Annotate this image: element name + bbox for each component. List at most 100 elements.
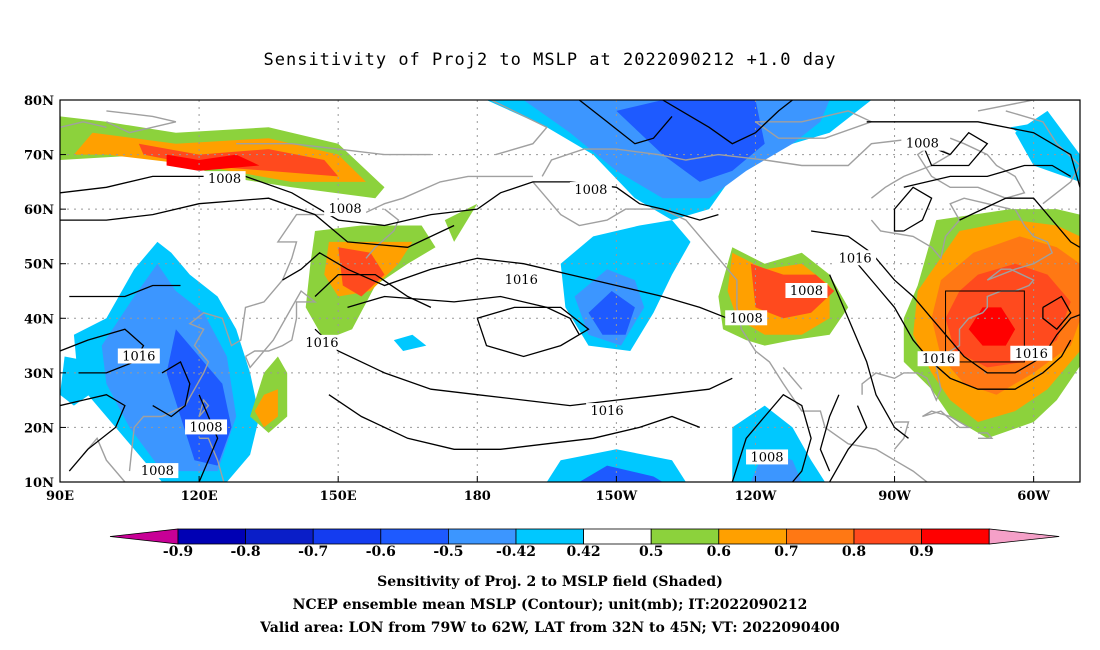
mslp-contour [819, 394, 840, 472]
contour-label-bg [1010, 345, 1053, 361]
lat-tick-label: 80N [24, 94, 54, 109]
shaded-region [579, 465, 663, 482]
mslp-contour [60, 394, 126, 472]
contour-label: 1016 [1015, 347, 1048, 362]
shaded-region [616, 100, 765, 182]
shaded-region [254, 389, 278, 428]
contour-label: 1008 [189, 420, 222, 435]
contour-label-bg [185, 419, 228, 435]
mslp-contour [60, 328, 145, 374]
contour-label: 1016 [122, 349, 155, 364]
colorbar-label: 0.6 [707, 544, 731, 560]
contour-label: 1008 [574, 183, 607, 198]
mslp-contour [903, 164, 1072, 188]
coastline [60, 121, 107, 128]
coastline [977, 100, 1080, 112]
mslp-contour [347, 295, 580, 336]
contour-label-bg [901, 135, 944, 151]
mslp-contour [60, 175, 719, 227]
coastline [198, 398, 210, 417]
coastline [978, 432, 994, 439]
mslp-contour [829, 405, 868, 482]
coastline [541, 137, 952, 199]
colorbar: -0.9 -0.8 -0.7 -0.6 -0.5 -0.42 0.42 0.5 0.6 0.7 0.… [109, 528, 1060, 560]
mslp-contour [578, 100, 673, 145]
lat-tick-label: 70N [24, 149, 54, 164]
mslp-contour [866, 121, 1080, 188]
lat-tick-label: 30N [24, 367, 54, 382]
mslp-contour [731, 393, 812, 482]
colorbar-label: 0.5 [639, 544, 663, 560]
contour-label-bg [203, 171, 246, 187]
contour-label-bg [746, 449, 789, 465]
mslp-contour [198, 394, 219, 482]
colorbar-label: -0.5 [433, 544, 463, 560]
valid-area-rect [945, 290, 1025, 363]
colorbar-swatch [245, 528, 314, 545]
shaded-region [945, 263, 1071, 368]
contour-label: 1016 [839, 251, 872, 266]
contour-label: 1008 [906, 137, 939, 152]
mslp-contour [476, 306, 590, 358]
mslp-contour [829, 274, 909, 439]
longitude-axis: 90E 120E 150E 180 150W 120W 90W 60W [46, 476, 1050, 504]
mslp-contour [893, 186, 933, 232]
valid-area-box [945, 290, 1025, 363]
colorbar-swatch [177, 528, 246, 545]
contour-label-bg [725, 310, 768, 326]
mslp-contour [328, 394, 701, 450]
contour-label-bg [917, 351, 960, 367]
coastline [893, 421, 910, 450]
shaded-region [968, 307, 1016, 346]
caption-line-1: Sensitivity of Proj. 2 to MSLP field (Sh… [377, 574, 723, 590]
colorbar-swatch [921, 528, 990, 545]
latitude-axis: 80N 70N 60N 50N 40N 30N 20N 10N [24, 94, 66, 491]
colorbar-high-arrow [988, 528, 1060, 545]
lat-tick-label: 10N [24, 476, 54, 491]
colorbar-label: -0.42 [496, 544, 536, 560]
lon-tick-label: 120W [735, 489, 777, 504]
shaded-region [60, 356, 98, 406]
contour-label-bg [569, 182, 612, 198]
contour-labels: 1008 1008 1008 1008 1016 1016 1008 1008 1016 1016… [117, 135, 1053, 479]
lon-tick-label: 90E [46, 489, 74, 504]
contour-label-bg [300, 334, 343, 350]
coastline [128, 175, 533, 472]
coastline [1005, 110, 1080, 205]
colorbar-label: 0.8 [842, 544, 866, 560]
coastline [236, 143, 431, 156]
shaded-region [393, 334, 427, 351]
coastline [870, 197, 1011, 260]
mslp-contour [662, 100, 793, 145]
lat-tick-label: 60N [24, 203, 54, 218]
coastline [922, 410, 972, 429]
coastline [365, 208, 400, 259]
contour-label: 1016 [305, 336, 338, 351]
coastline [861, 208, 1054, 402]
mslp-contours [60, 100, 1080, 482]
colorbar-low-arrow [109, 528, 179, 545]
mslp-contour [314, 273, 432, 308]
colorbar-swatch [853, 528, 922, 545]
contour-label: 1008 [208, 172, 241, 187]
mslp-contour [282, 252, 728, 319]
contour-label: 1008 [790, 284, 823, 299]
coastline [106, 110, 177, 134]
map-title: Sensitivity of Proj2 to MSLP at 20220902… [263, 50, 837, 70]
colorbar-swatch [650, 528, 720, 545]
contour-label: 1016 [505, 273, 538, 288]
colorbar-label: -0.8 [231, 544, 261, 560]
lon-tick-label: 150E [320, 489, 357, 504]
contour-label-bg [834, 250, 877, 266]
colorbar-swatch [515, 528, 584, 545]
lat-tick-label: 40N [24, 312, 54, 327]
colorbar-label: -0.7 [298, 544, 328, 560]
mslp-contour [959, 197, 1080, 249]
contour-label: 1008 [730, 311, 763, 326]
coastline [490, 100, 548, 156]
shaded-region [588, 291, 635, 335]
contour-label-bg [785, 283, 828, 298]
coastline [916, 137, 1026, 199]
mslp-contour [60, 197, 455, 248]
